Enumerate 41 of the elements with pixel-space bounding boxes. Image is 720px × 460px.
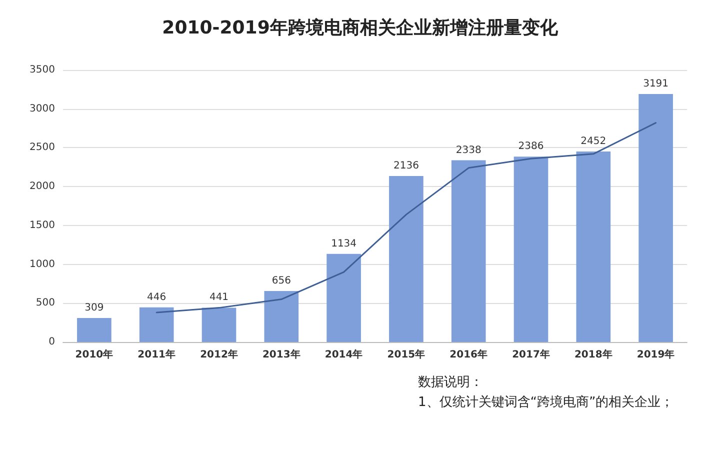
y-tick-label: 3500 xyxy=(30,64,55,76)
y-tick-label: 1000 xyxy=(30,258,55,270)
y-tick-label: 1500 xyxy=(30,220,55,231)
data-label: 446 xyxy=(147,292,166,303)
bar xyxy=(451,160,486,342)
x-tick-label: 2013年 xyxy=(262,348,300,360)
bar xyxy=(638,94,673,342)
data-label: 309 xyxy=(84,302,104,314)
text: 数据说明： xyxy=(418,375,483,390)
bar xyxy=(77,318,112,342)
y-tick-label: 0 xyxy=(48,336,55,348)
x-tick-label: 2014年 xyxy=(324,348,363,360)
data-label: 3191 xyxy=(643,78,669,90)
x-tick-label: 2018年 xyxy=(574,348,612,360)
bar xyxy=(139,307,174,342)
x-tick-label: 2016年 xyxy=(450,348,488,360)
y-tick-label: 2500 xyxy=(30,142,55,154)
x-tick-label: 2015年 xyxy=(387,348,426,360)
y-tick-label: 2000 xyxy=(30,181,55,192)
x-tick-label: 2011年 xyxy=(138,348,176,360)
data-label: 656 xyxy=(272,276,291,287)
chart-title: 2010-2019年跨境电商相关企业新增注册量变化 xyxy=(162,18,559,38)
x-tick-label: 2017年 xyxy=(512,348,550,360)
data-label: 441 xyxy=(209,292,229,304)
y-tick-label: 500 xyxy=(36,298,55,309)
bar xyxy=(576,151,611,342)
bar xyxy=(202,308,236,342)
bar xyxy=(514,156,548,342)
text: 1、仅统计关键词含“跨境电商”的相关企业； xyxy=(418,394,674,410)
bar xyxy=(264,291,299,342)
bar xyxy=(389,176,424,342)
data-label: 2338 xyxy=(456,144,482,156)
data-label: 1134 xyxy=(331,238,357,250)
x-tick-label: 2012年 xyxy=(200,348,238,360)
data-label: 2136 xyxy=(393,160,419,172)
y-tick-label: 3000 xyxy=(30,103,55,114)
x-tick-label: 2010年 xyxy=(75,348,114,360)
data-label: 2386 xyxy=(518,141,544,152)
x-tick-label: 2019年 xyxy=(636,348,675,360)
bar xyxy=(326,254,361,342)
data-label: 2452 xyxy=(580,136,606,147)
